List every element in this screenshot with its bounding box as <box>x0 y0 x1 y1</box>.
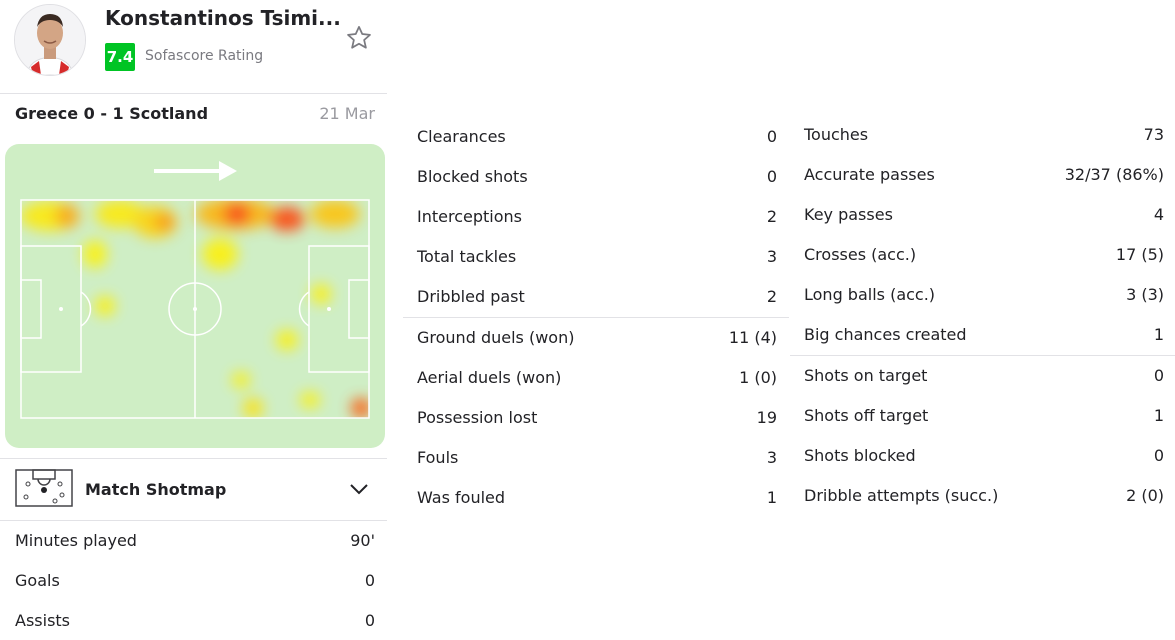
stat-label: Fouls <box>417 447 459 467</box>
stat-value: 73 <box>1143 124 1164 144</box>
stat-row-shots-off-target: Shots off target 1 <box>804 395 1164 435</box>
player-panel: Konstantinos Tsimi... 7.4 Sofascore Rati… <box>0 0 387 634</box>
heat-zones <box>21 200 369 418</box>
mini-pitch-icon <box>15 469 73 507</box>
stat-label: Aerial duels (won) <box>417 367 562 387</box>
stat-label: Ground duels (won) <box>417 327 575 347</box>
stat-label: Possession lost <box>417 407 538 427</box>
stat-label: Key passes <box>804 204 893 224</box>
stat-label: Touches <box>804 124 869 144</box>
rating-label: Sofascore Rating <box>145 48 264 64</box>
stat-row-assists: Assists 0 <box>15 600 375 640</box>
stat-value: 0 <box>1153 365 1164 385</box>
stat-row-aerial-duels: Aerial duels (won) 1 (0) <box>417 357 777 397</box>
stat-value: 3 <box>766 246 777 266</box>
stat-value: 1 <box>1153 405 1164 425</box>
stat-row-interceptions: Interceptions 2 <box>417 196 777 236</box>
section-divider <box>403 317 789 318</box>
stat-value: 32/37 (86%) <box>1064 164 1164 184</box>
match-date: 21 Mar <box>319 104 375 123</box>
stat-label: Shots blocked <box>804 445 916 465</box>
stat-row-was-fouled: Was fouled 1 <box>417 477 777 517</box>
stat-row-possession-lost: Possession lost 19 <box>417 397 777 437</box>
stat-label: Accurate passes <box>804 164 935 184</box>
stat-row-key-passes: Key passes 4 <box>804 194 1164 234</box>
stat-value: 0 <box>1153 445 1164 465</box>
player-avatar <box>14 4 86 76</box>
stat-label: Was fouled <box>417 487 506 507</box>
player-heatmap <box>5 144 385 448</box>
stat-value: 2 <box>766 206 777 226</box>
stat-row-goals: Goals 0 <box>15 560 375 600</box>
stat-label: Blocked shots <box>417 166 528 186</box>
stat-value: 19 <box>756 407 777 427</box>
stat-row-accurate-passes: Accurate passes 32/37 (86%) <box>804 154 1164 194</box>
stat-row-long-balls: Long balls (acc.) 3 (3) <box>804 274 1164 314</box>
chevron-down-icon[interactable] <box>348 481 370 497</box>
stat-row-total-tackles: Total tackles 3 <box>417 236 777 276</box>
stat-label: Dribble attempts (succ.) <box>804 485 999 505</box>
stat-value: 0 <box>766 166 777 186</box>
stat-label: Shots on target <box>804 365 928 385</box>
stat-value: 4 <box>1153 204 1164 224</box>
stat-row-crosses: Crosses (acc.) 17 (5) <box>804 234 1164 274</box>
stat-value: 2 <box>766 286 777 306</box>
stat-label: Interceptions <box>417 206 522 226</box>
stat-row-big-chances: Big chances created 1 <box>804 314 1164 354</box>
stat-row-touches: Touches 73 <box>804 114 1164 154</box>
stat-value: 2 (0) <box>1126 485 1164 505</box>
match-title: Greece 0 - 1 Scotland <box>15 104 209 123</box>
stat-label: Total tackles <box>417 246 517 266</box>
stat-value: 3 <box>766 447 777 467</box>
stat-label: Clearances <box>417 126 506 146</box>
stat-label: Assists <box>15 610 71 630</box>
stat-row-ground-duels: Ground duels (won) 11 (4) <box>417 317 777 357</box>
stat-value: 0 <box>364 570 375 590</box>
stat-label: Crosses (acc.) <box>804 244 917 264</box>
stat-value: 1 (0) <box>739 367 777 387</box>
rating-badge: 7.4 <box>105 43 135 71</box>
star-outline-icon[interactable] <box>345 24 373 52</box>
stat-value: 90' <box>350 530 375 550</box>
stat-label: Goals <box>15 570 60 590</box>
stat-value: 0 <box>766 126 777 146</box>
match-row[interactable]: Greece 0 - 1 Scotland 21 Mar <box>15 104 375 124</box>
stat-row-shots-blocked: Shots blocked 0 <box>804 435 1164 475</box>
stat-value: 1 <box>1153 324 1164 344</box>
stat-row-clearances: Clearances 0 <box>417 116 777 156</box>
match-shotmap-toggle[interactable]: Match Shotmap <box>0 458 387 521</box>
stat-label: Dribbled past <box>417 286 525 306</box>
stat-label: Long balls (acc.) <box>804 284 936 304</box>
stat-row-minutes: Minutes played 90' <box>15 520 375 560</box>
stat-value: 1 <box>766 487 777 507</box>
player-name: Konstantinos Tsimi... <box>105 6 341 30</box>
stat-value: 11 (4) <box>728 327 777 347</box>
stat-value: 0 <box>364 610 375 630</box>
stat-value: 17 (5) <box>1115 244 1164 264</box>
stat-row-dribble-attempts: Dribble attempts (succ.) 2 (0) <box>804 475 1164 515</box>
player-header: Konstantinos Tsimi... 7.4 Sofascore Rati… <box>0 0 387 94</box>
stat-row-dribbled-past: Dribbled past 2 <box>417 276 777 316</box>
stat-value: 3 (3) <box>1126 284 1164 304</box>
stat-label: Big chances created <box>804 324 967 344</box>
section-divider <box>790 355 1175 356</box>
stat-row-fouls: Fouls 3 <box>417 437 777 477</box>
arrow-right-icon <box>154 161 237 181</box>
stat-label: Shots off target <box>804 405 929 425</box>
stat-row-blocked-shots: Blocked shots 0 <box>417 156 777 196</box>
stat-row-shots-on-target: Shots on target 0 <box>804 355 1164 395</box>
shotmap-label: Match Shotmap <box>85 480 227 499</box>
stat-label: Minutes played <box>15 530 137 550</box>
